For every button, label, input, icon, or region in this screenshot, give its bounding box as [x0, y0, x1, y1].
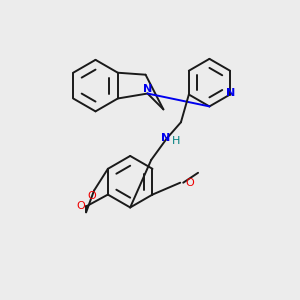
Text: N: N: [143, 84, 152, 94]
Text: N: N: [226, 88, 236, 98]
Text: H: H: [172, 136, 180, 146]
Text: N: N: [161, 133, 171, 143]
Text: O: O: [185, 178, 194, 188]
Text: O: O: [77, 202, 85, 212]
Text: O: O: [88, 190, 96, 201]
